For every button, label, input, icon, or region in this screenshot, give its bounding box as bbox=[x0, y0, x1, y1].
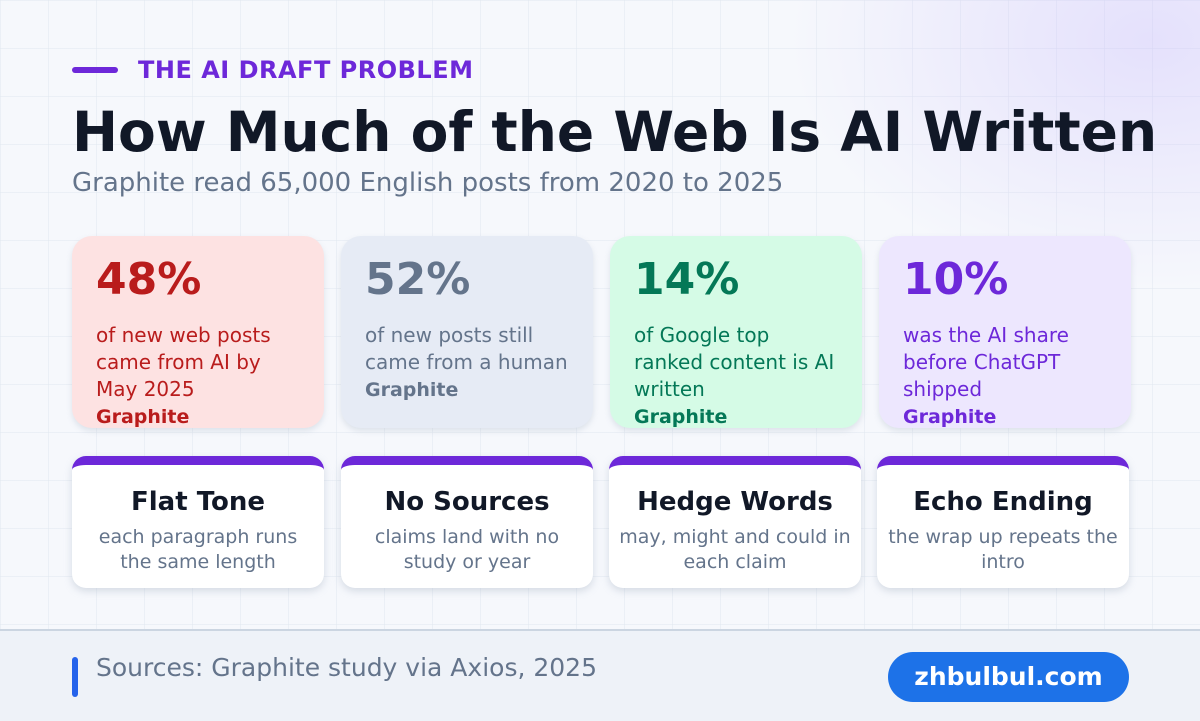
stat-card-pre-chatgpt-share: 10% was the AI share before ChatGPT ship… bbox=[879, 236, 1131, 428]
stat-description: of Google top ranked content is AI writt… bbox=[634, 323, 835, 401]
stat-description: of new posts still came from a human bbox=[365, 323, 568, 374]
stat-description: was the AI share before ChatGPT shipped bbox=[903, 323, 1069, 401]
stat-source: Graphite bbox=[365, 379, 459, 401]
sign-description: may, might and could in each claim bbox=[619, 526, 851, 573]
page-title: How Much of the Web Is AI Written bbox=[72, 100, 1158, 164]
stat-card-ai-share: 48% of new web posts came from AI by May… bbox=[72, 236, 324, 428]
sign-title: No Sources bbox=[384, 487, 550, 517]
sign-card-echo-ending: Echo Ending the wrap up repeats the intr… bbox=[877, 456, 1129, 588]
stat-value: 10% bbox=[903, 254, 1009, 305]
eyebrow-label: THE AI DRAFT PROBLEM bbox=[138, 56, 474, 84]
stat-source: Graphite bbox=[634, 406, 728, 428]
sign-card-flat-tone: Flat Tone each paragraph runs the same l… bbox=[72, 456, 324, 588]
sign-description: the wrap up repeats the intro bbox=[888, 526, 1118, 573]
eyebrow-accent-bar bbox=[72, 67, 118, 73]
sign-title: Echo Ending bbox=[913, 487, 1093, 517]
site-link-button[interactable]: zhbulbul.com bbox=[888, 652, 1129, 702]
sign-card-no-sources: No Sources claims land with no study or … bbox=[341, 456, 593, 588]
footer-accent-bar bbox=[72, 657, 78, 697]
stat-source: Graphite bbox=[96, 406, 190, 428]
page-subtitle: Graphite read 65,000 English posts from … bbox=[72, 168, 784, 198]
stat-source: Graphite bbox=[903, 406, 997, 428]
footer-sources: Sources: Graphite study via Axios, 2025 bbox=[96, 653, 597, 682]
stat-value: 14% bbox=[634, 254, 740, 305]
eyebrow: THE AI DRAFT PROBLEM bbox=[72, 56, 474, 84]
stat-value: 52% bbox=[365, 254, 471, 305]
stat-card-google-share: 14% of Google top ranked content is AI w… bbox=[610, 236, 862, 428]
sign-title: Hedge Words bbox=[637, 487, 833, 517]
sign-title: Flat Tone bbox=[131, 487, 265, 517]
sign-description: claims land with no study or year bbox=[374, 526, 560, 573]
stat-card-human-share: 52% of new posts still came from a human… bbox=[341, 236, 593, 428]
sign-description: each paragraph runs the same length bbox=[98, 526, 298, 573]
sign-card-hedge-words: Hedge Words may, might and could in each… bbox=[609, 456, 861, 588]
stat-value: 48% bbox=[96, 254, 202, 305]
stat-description: of new web posts came from AI by May 202… bbox=[96, 323, 271, 401]
footer: Sources: Graphite study via Axios, 2025 … bbox=[0, 629, 1200, 721]
